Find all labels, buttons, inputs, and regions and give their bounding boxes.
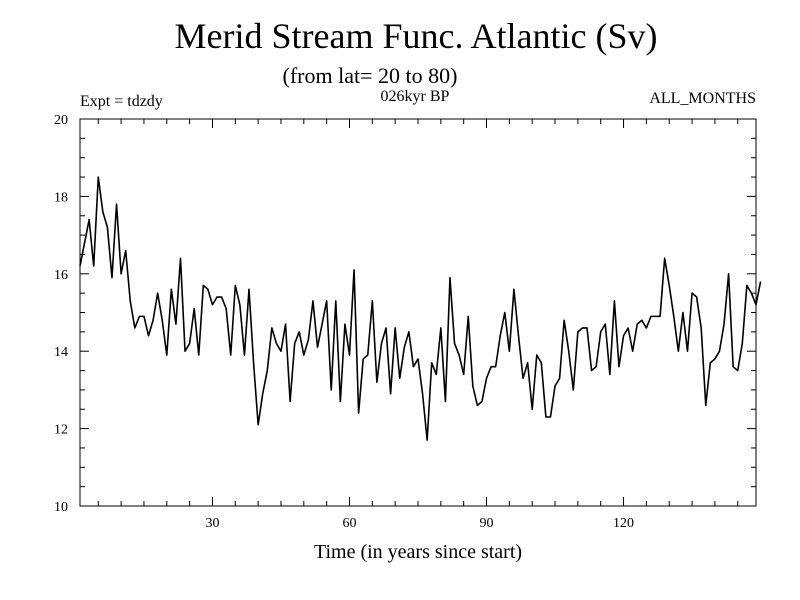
series-group: [79, 176, 762, 442]
axis-ticks: [80, 118, 756, 507]
chart-subtitle: (from lat= 20 to 80): [283, 63, 458, 88]
y-tick-label: 14: [54, 345, 68, 360]
chart-title: Merid Stream Func. Atlantic (Sv): [175, 16, 658, 56]
y-tick-label: 10: [54, 500, 68, 515]
series-line: [79, 176, 762, 442]
y-tick-label: 18: [54, 190, 68, 205]
x-tick-label: 60: [342, 516, 356, 531]
y-tick-label: 12: [54, 423, 68, 438]
x-tick-label: 90: [480, 516, 494, 531]
axis-tick-labels: 30 60 90 120 10 12 14 16 18 20: [54, 113, 634, 531]
x-tick-label: 30: [205, 516, 219, 531]
plot-frame: [79, 118, 757, 507]
annotation-expt: Expt = tdzdy: [80, 93, 163, 110]
x-tick-label: 120: [613, 516, 634, 531]
x-axis-label: Time (in years since start): [314, 541, 522, 563]
y-tick-label: 20: [54, 113, 68, 128]
y-tick-label: 16: [54, 268, 68, 283]
annotation-months: ALL_MONTHS: [649, 90, 756, 107]
annotation-era: 026kyr BP: [381, 88, 450, 105]
